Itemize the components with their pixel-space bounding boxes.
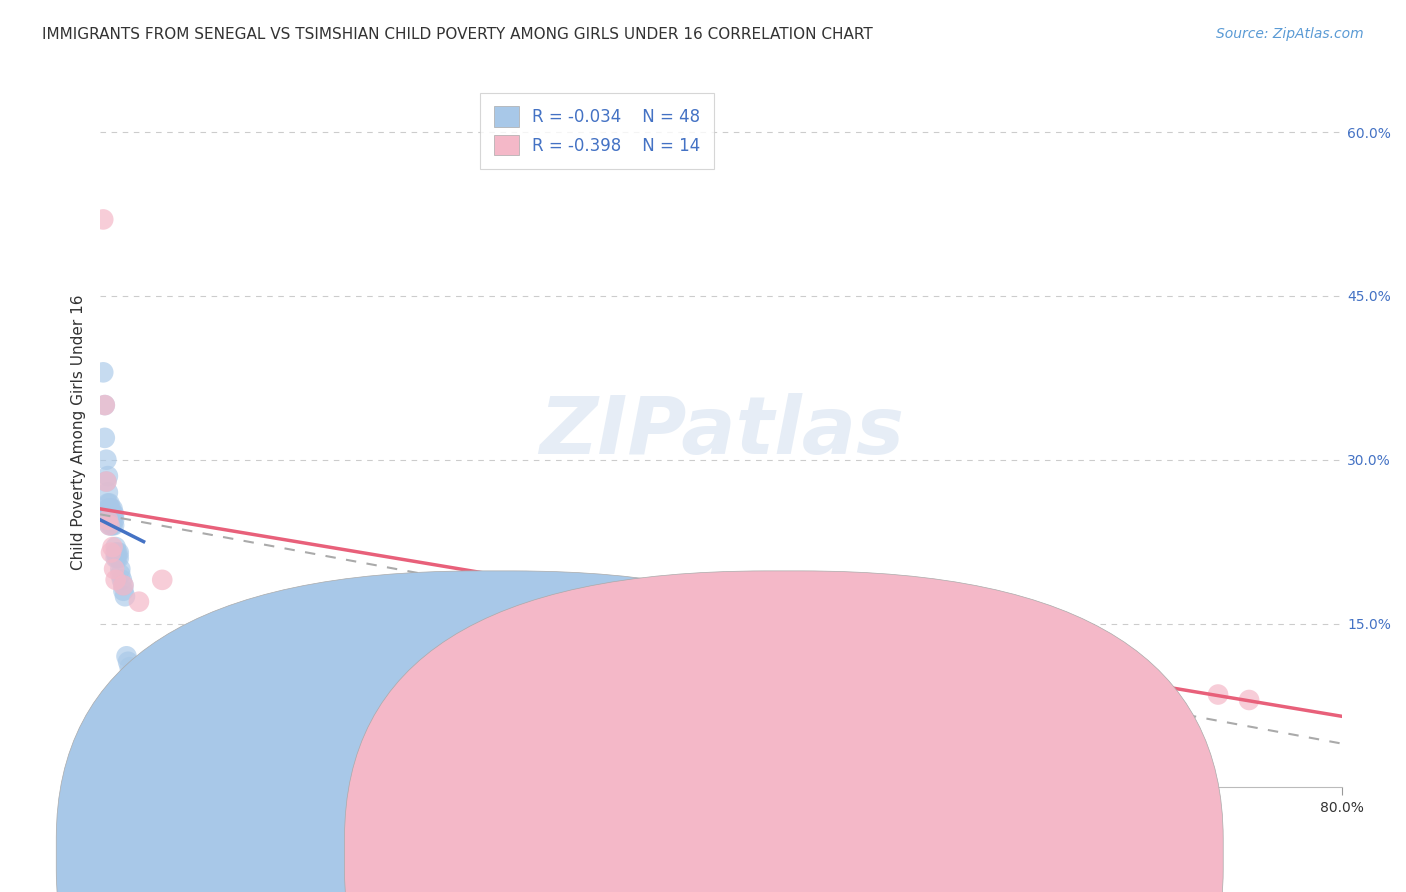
Point	[121, 671, 143, 685]
Point	[103, 513, 125, 527]
Point	[112, 578, 135, 592]
Point	[104, 545, 127, 559]
Point	[100, 545, 122, 559]
Point	[105, 551, 128, 566]
Point	[114, 589, 136, 603]
Point	[98, 496, 121, 510]
Point	[97, 513, 120, 527]
Text: Tsimshian: Tsimshian	[813, 847, 887, 862]
Point	[1206, 688, 1229, 702]
Point	[97, 501, 120, 516]
Point	[96, 475, 118, 489]
Point	[103, 508, 125, 522]
Point	[94, 398, 117, 412]
Point	[98, 508, 121, 522]
Y-axis label: Child Poverty Among Girls Under 16: Child Poverty Among Girls Under 16	[72, 294, 86, 570]
Point	[94, 431, 117, 445]
Point	[117, 655, 139, 669]
Point	[115, 649, 138, 664]
Point	[98, 513, 121, 527]
Text: IMMIGRANTS FROM SENEGAL VS TSIMSHIAN CHILD POVERTY AMONG GIRLS UNDER 16 CORRELAT: IMMIGRANTS FROM SENEGAL VS TSIMSHIAN CHI…	[42, 27, 873, 42]
Point	[101, 501, 124, 516]
Point	[96, 475, 118, 489]
Point	[94, 398, 117, 412]
Text: Immigrants from Senegal: Immigrants from Senegal	[523, 847, 718, 862]
Point	[91, 365, 114, 379]
Point	[97, 469, 120, 483]
Point	[104, 573, 127, 587]
Point	[150, 573, 173, 587]
Point	[1237, 693, 1260, 707]
Point	[110, 562, 132, 576]
Point	[91, 212, 114, 227]
Point	[128, 688, 150, 702]
Point	[100, 513, 122, 527]
Legend: R = -0.034    N = 48, R = -0.398    N = 14: R = -0.034 N = 48, R = -0.398 N = 14	[481, 93, 714, 169]
Point	[128, 595, 150, 609]
Point	[112, 583, 135, 598]
Point	[124, 676, 146, 690]
Point	[107, 545, 129, 559]
Point	[132, 693, 155, 707]
Text: ZIPatlas: ZIPatlas	[538, 393, 904, 471]
Point	[97, 496, 120, 510]
Point	[104, 551, 127, 566]
Point	[97, 485, 120, 500]
Point	[101, 508, 124, 522]
Point	[100, 501, 122, 516]
Point	[125, 681, 148, 696]
Point	[100, 518, 122, 533]
Point	[120, 665, 142, 680]
Point	[100, 508, 122, 522]
Point	[103, 518, 125, 533]
Point	[107, 551, 129, 566]
Point	[103, 562, 125, 576]
Point	[101, 513, 124, 527]
Point	[101, 518, 124, 533]
Point	[96, 452, 118, 467]
Text: Source: ZipAtlas.com: Source: ZipAtlas.com	[1216, 27, 1364, 41]
Point	[98, 501, 121, 516]
Point	[110, 567, 132, 582]
Point	[104, 540, 127, 554]
Point	[105, 545, 128, 559]
Point	[118, 660, 141, 674]
Point	[98, 518, 121, 533]
Point	[111, 573, 134, 587]
Point	[112, 578, 135, 592]
Point	[101, 540, 124, 554]
Point	[98, 518, 121, 533]
Point	[97, 508, 120, 522]
